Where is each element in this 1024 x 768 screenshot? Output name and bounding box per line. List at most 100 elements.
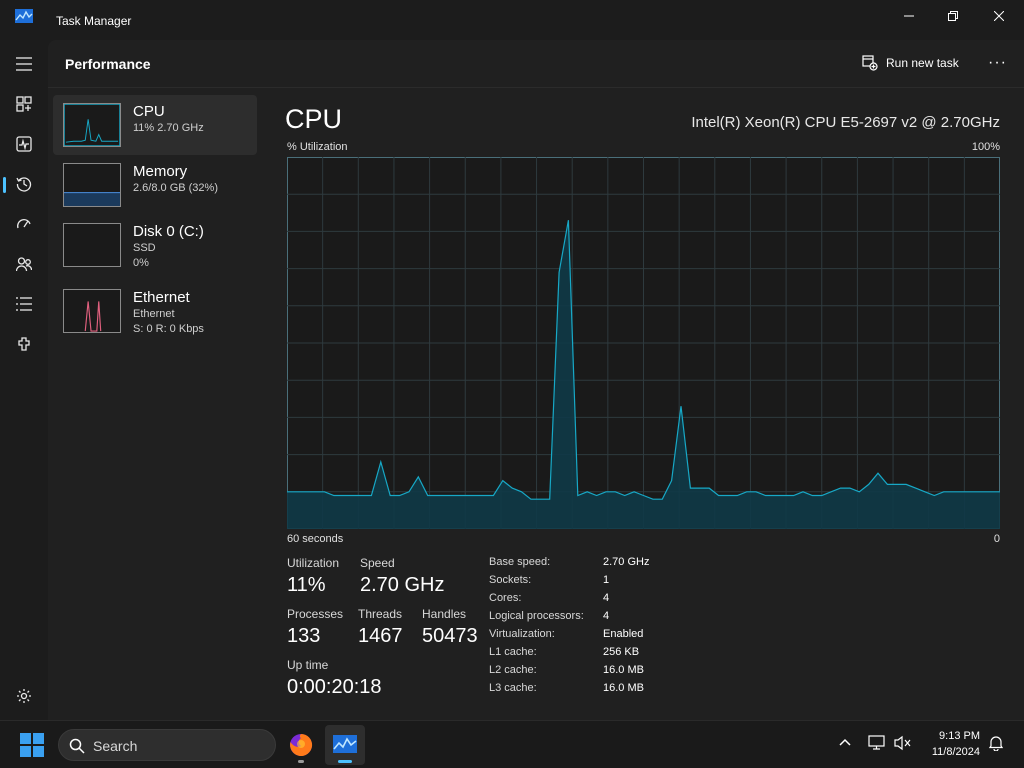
firefox-icon <box>290 733 313 756</box>
search-icon <box>69 738 85 754</box>
nav-processes[interactable] <box>12 92 36 116</box>
volume-muted-icon <box>894 735 911 751</box>
sidebar-item-cpu[interactable]: CPU 11% 2.70 GHz <box>53 95 257 155</box>
graph-time-end-label: 0 <box>993 533 1000 545</box>
sidebar-item-label: CPU <box>133 103 165 120</box>
startup-apps-icon <box>17 219 31 229</box>
spec-value: 1 <box>603 574 610 586</box>
utilization-label: Utilization <box>287 556 340 570</box>
nav-services[interactable] <box>12 332 36 356</box>
utilization-max-label: 100% <box>971 141 1000 153</box>
sidebar-item-disk[interactable]: Disk 0 (C:) SSD 0% <box>53 215 257 275</box>
minimize-icon <box>904 15 914 17</box>
handles-value: 50473 <box>422 625 478 647</box>
utilization-value: 11% <box>287 574 326 596</box>
restore-button[interactable] <box>930 0 976 32</box>
spec-label: Logical processors: <box>489 610 584 622</box>
restore-icon <box>948 11 958 21</box>
start-button[interactable] <box>20 733 44 757</box>
network-icon <box>868 735 885 750</box>
spec-value: 16.0 MB <box>603 664 644 676</box>
running-indicator <box>298 760 304 763</box>
nav-performance[interactable] <box>12 132 36 156</box>
spec-value: 4 <box>603 610 610 622</box>
spec-label: L3 cache: <box>489 682 537 694</box>
clock-time: 9:13 PM <box>939 730 980 742</box>
more-options-button[interactable]: ··· <box>988 54 1007 71</box>
nav-settings[interactable] <box>12 684 36 708</box>
utilization-axis-label: % Utilization <box>287 141 348 153</box>
app-history-icon <box>16 177 32 192</box>
active-indicator <box>338 760 352 763</box>
sidebar-item-detail-2: 0% <box>133 257 149 269</box>
cpu-utilization-area <box>287 220 1000 529</box>
active-nav-indicator <box>3 177 6 193</box>
menu-icon <box>16 57 32 71</box>
spec-value: 16.0 MB <box>603 682 644 694</box>
ethernet-thumbnail <box>63 289 121 333</box>
cpu-model-name: Intel(R) Xeon(R) CPU E5-2697 v2 @ 2.70GH… <box>691 114 1000 131</box>
title-bar: Task Manager <box>0 0 1024 40</box>
disk-thumbnail <box>63 223 121 267</box>
users-icon <box>16 257 32 272</box>
page-title: Performance <box>65 56 151 72</box>
speed-value: 2.70 GHz <box>360 574 445 596</box>
memory-thumbnail <box>63 163 121 207</box>
sidebar-item-label: Disk 0 (C:) <box>133 223 204 240</box>
sidebar-item-detail-2: S: 0 R: 0 Kbps <box>133 323 204 335</box>
spec-value: 4 <box>603 592 610 604</box>
speed-label: Speed <box>360 556 395 570</box>
menu-button[interactable] <box>12 52 36 76</box>
run-new-task-button[interactable]: Run new task <box>862 55 959 71</box>
spec-value: 256 KB <box>603 646 640 658</box>
minimize-button[interactable] <box>886 0 932 32</box>
taskbar-firefox[interactable] <box>281 725 321 765</box>
taskbar: Search 9:13 PM 11/8/2024 <box>0 720 1024 768</box>
processes-value: 133 <box>287 625 321 647</box>
taskbar-task-manager[interactable] <box>325 725 365 765</box>
spec-value: Enabled <box>603 628 644 640</box>
spec-label: Cores: <box>489 592 522 604</box>
spec-label: L2 cache: <box>489 664 537 676</box>
notifications-button[interactable] <box>988 735 1004 756</box>
graph-grid <box>287 157 1000 529</box>
sidebar-item-label: Memory <box>133 163 188 180</box>
services-icon <box>18 337 30 351</box>
close-icon <box>994 11 1004 21</box>
window-title: Task Manager <box>56 14 132 28</box>
taskbar-search-box[interactable]: Search <box>58 729 276 761</box>
spec-label: Base speed: <box>489 556 551 568</box>
graph-time-span-label: 60 seconds <box>287 533 344 545</box>
threads-value: 1467 <box>358 625 403 647</box>
sidebar-item-detail: 2.6/8.0 GB (32%) <box>133 182 218 194</box>
cpu-thumbnail <box>63 103 121 147</box>
sidebar-item-memory[interactable]: Memory 2.6/8.0 GB (32%) <box>53 155 257 215</box>
nav-startup-apps[interactable] <box>12 212 36 236</box>
cpu-utilization-line <box>287 220 1000 500</box>
content-panel: Performance Run new task ··· CPU 11% 2.7… <box>48 40 1024 720</box>
nav-app-history[interactable] <box>12 172 36 196</box>
nav-users[interactable] <box>12 252 36 276</box>
close-button[interactable] <box>976 0 1022 32</box>
nav-details[interactable] <box>12 292 36 316</box>
volume-status[interactable] <box>894 735 912 756</box>
navigation-rail <box>0 40 48 720</box>
chevron-up-icon <box>839 738 851 746</box>
spec-label: Sockets: <box>489 574 532 586</box>
bell-icon <box>988 736 1004 752</box>
cpu-utilization-graph <box>287 157 1000 529</box>
cpu-detail-view: CPU Intel(R) Xeon(R) CPU E5-2697 v2 @ 2.… <box>285 88 1000 708</box>
network-status[interactable] <box>868 735 886 756</box>
sidebar-item-ethernet[interactable]: Ethernet Ethernet S: 0 R: 0 Kbps <box>53 281 257 341</box>
cpu-heading: CPU <box>285 104 343 134</box>
run-task-icon <box>862 55 878 71</box>
threads-label: Threads <box>358 607 403 621</box>
sidebar-item-detail: SSD <box>133 242 156 254</box>
spec-label: Virtualization: <box>489 628 555 640</box>
uptime-value: 0:00:20:18 <box>287 676 382 698</box>
sidebar-item-detail: 11% 2.70 GHz <box>133 122 204 134</box>
search-placeholder: Search <box>93 738 138 754</box>
processes-label: Processes <box>287 607 344 621</box>
show-hidden-icons-button[interactable] <box>838 735 852 754</box>
processes-icon <box>16 96 32 112</box>
